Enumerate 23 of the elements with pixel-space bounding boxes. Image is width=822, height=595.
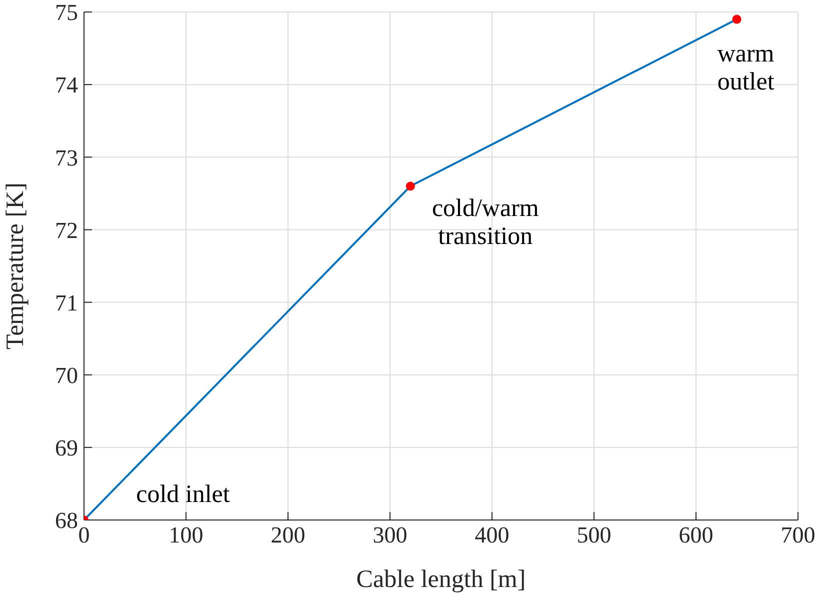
x-tick-label: 300 [372,522,408,548]
x-tick-label: 600 [678,522,714,548]
x-tick-label: 200 [270,522,306,548]
annotation: cold/warm transition [432,195,540,250]
x-tick-label: 100 [168,522,204,548]
y-tick-label: 70 [55,363,78,388]
x-tick-label: 0 [78,522,90,548]
y-tick-label: 71 [55,290,78,316]
x-tick-label: 500 [576,522,612,548]
y-tick-label: 75 [55,0,78,26]
y-axis-title: Temperature [K] [2,182,29,350]
point [732,14,742,24]
y-tick-label: 73 [55,145,78,170]
y-tick-label: 74 [55,72,78,98]
y-tick-label: 68 [55,508,78,534]
point [406,182,415,191]
x-axis-title: Cable length [m] [356,566,526,593]
x-tick-label: 400 [474,522,510,548]
x-tick-label: 700 [780,522,816,548]
annotation: cold inlet [136,481,230,508]
y-tick-label: 69 [55,436,78,461]
y-tick-label: 72 [55,218,78,243]
annotation: warm outlet [717,40,775,96]
